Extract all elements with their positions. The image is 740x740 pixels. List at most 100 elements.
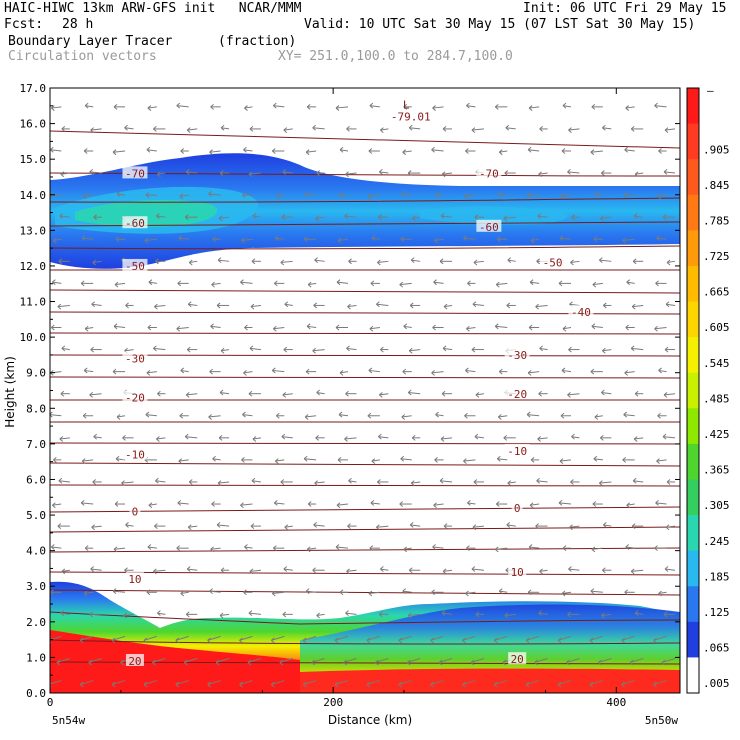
circulation-vector-head	[80, 280, 85, 284]
circulation-vector-head	[273, 499, 278, 504]
contour-label-bg	[122, 351, 148, 364]
colorbar-swatch	[687, 479, 699, 516]
circulation-vector-head	[302, 640, 307, 644]
circulation-vector	[589, 680, 603, 686]
y-tick-label: 17.0	[20, 82, 47, 95]
circulation-vector-head	[58, 477, 63, 482]
circulation-vector-head	[504, 172, 509, 176]
circulation-vector-head	[411, 218, 416, 222]
circulation-vector-head	[79, 640, 84, 644]
circulation-vector-head	[220, 127, 225, 131]
circulation-vector-head	[664, 127, 669, 131]
circulation-vector-head	[180, 150, 185, 154]
circulation-vector-head	[153, 345, 157, 349]
circulation-vector-head	[502, 659, 507, 663]
circulation-vector	[59, 215, 70, 218]
circulation-vector	[51, 106, 62, 109]
circulation-vector	[185, 436, 198, 439]
circulation-vector-head	[144, 240, 149, 244]
circulation-vector	[443, 569, 453, 572]
circulation-vector-head	[93, 433, 97, 438]
circulation-vector-head	[147, 105, 152, 109]
circulation-vector-head	[183, 659, 188, 663]
circulation-vector-head	[528, 324, 533, 328]
circulation-vector-head	[657, 195, 661, 200]
circulation-vector-head	[218, 437, 223, 441]
circulation-vector-head	[208, 414, 212, 418]
circulation-vector-head	[589, 681, 594, 685]
circulation-vector-head	[657, 415, 661, 419]
circulation-vector-head	[83, 367, 88, 371]
circulation-vector-head	[368, 150, 373, 154]
circulation-vector-head	[280, 481, 285, 485]
circulation-vector-head	[186, 566, 191, 570]
circulation-vector-head	[411, 215, 416, 219]
circulation-vector	[274, 502, 285, 505]
circulation-vector-head	[242, 192, 246, 196]
colorbar-label: .065	[703, 642, 730, 655]
contour-label: -10	[507, 445, 527, 458]
lower-tracer-red-strip	[300, 668, 680, 693]
circulation-vector-head	[93, 216, 97, 221]
circulation-vector-head	[402, 151, 407, 156]
circulation-vector-head	[114, 501, 119, 505]
circulation-vector-head	[157, 390, 161, 395]
circulation-vector-head	[598, 659, 602, 663]
circulation-vector-head	[439, 260, 444, 265]
circulation-vector	[665, 525, 676, 528]
circulation-vector-head	[408, 127, 413, 131]
circulation-vector-head	[305, 149, 310, 153]
circulation-vector-head	[408, 124, 413, 129]
circulation-vector	[621, 635, 635, 641]
circulation-vector-head	[666, 479, 671, 483]
circulation-vector-head	[379, 171, 383, 175]
circulation-vector-head	[211, 501, 215, 505]
circulation-vector-head	[143, 681, 148, 685]
circulation-vector-head	[506, 305, 511, 309]
circulation-vector-head	[302, 637, 307, 641]
circulation-vector-head	[81, 235, 86, 239]
circulation-vector	[52, 503, 62, 506]
circulation-vector-head	[57, 525, 62, 529]
circulation-vector	[398, 635, 412, 641]
circulation-vector-head	[178, 237, 183, 241]
circulation-vector-head	[272, 547, 277, 552]
circulation-vector	[654, 105, 667, 108]
circulation-vector-head	[177, 282, 182, 287]
circulation-vector-head	[312, 350, 316, 354]
circulation-vector-head	[61, 568, 66, 572]
circulation-vector-head	[602, 567, 606, 571]
circulation-vector-head	[176, 325, 181, 330]
circulation-vector-head	[594, 416, 599, 420]
circulation-vector-head	[216, 524, 221, 528]
circulation-vector	[59, 437, 70, 440]
circulation-vector-head	[306, 325, 311, 330]
circulation-vector-head	[400, 238, 405, 243]
circulation-vector-head	[53, 237, 57, 241]
circulation-vector-head	[218, 434, 223, 439]
circulation-vector-head	[50, 372, 54, 376]
circulation-vector-head	[567, 168, 571, 173]
circulation-vector-head	[430, 640, 434, 644]
circulation-vector-head	[51, 107, 55, 111]
circulation-vector	[307, 547, 317, 550]
circulation-vector-head	[369, 105, 374, 109]
circulation-vector	[335, 106, 349, 109]
circulation-vector-head	[367, 195, 372, 200]
circulation-vector	[315, 216, 325, 219]
circulation-vector-head	[655, 502, 659, 506]
circulation-vector-head	[312, 127, 316, 131]
circulation-vector-head	[113, 106, 118, 110]
circulation-vector-head	[145, 411, 150, 415]
circulation-vector-head	[178, 460, 183, 464]
circulation-vector-head	[377, 262, 381, 266]
circulation-vector	[240, 281, 253, 284]
circulation-vector	[403, 325, 412, 329]
colorbar-swatch	[687, 194, 699, 231]
circulation-vector-head	[439, 477, 444, 482]
circulation-vector-head	[57, 306, 62, 310]
circulation-vector	[412, 216, 421, 219]
colorbar-swatch	[687, 337, 699, 374]
circulation-vector-head	[442, 128, 447, 132]
circulation-vector	[430, 680, 444, 686]
